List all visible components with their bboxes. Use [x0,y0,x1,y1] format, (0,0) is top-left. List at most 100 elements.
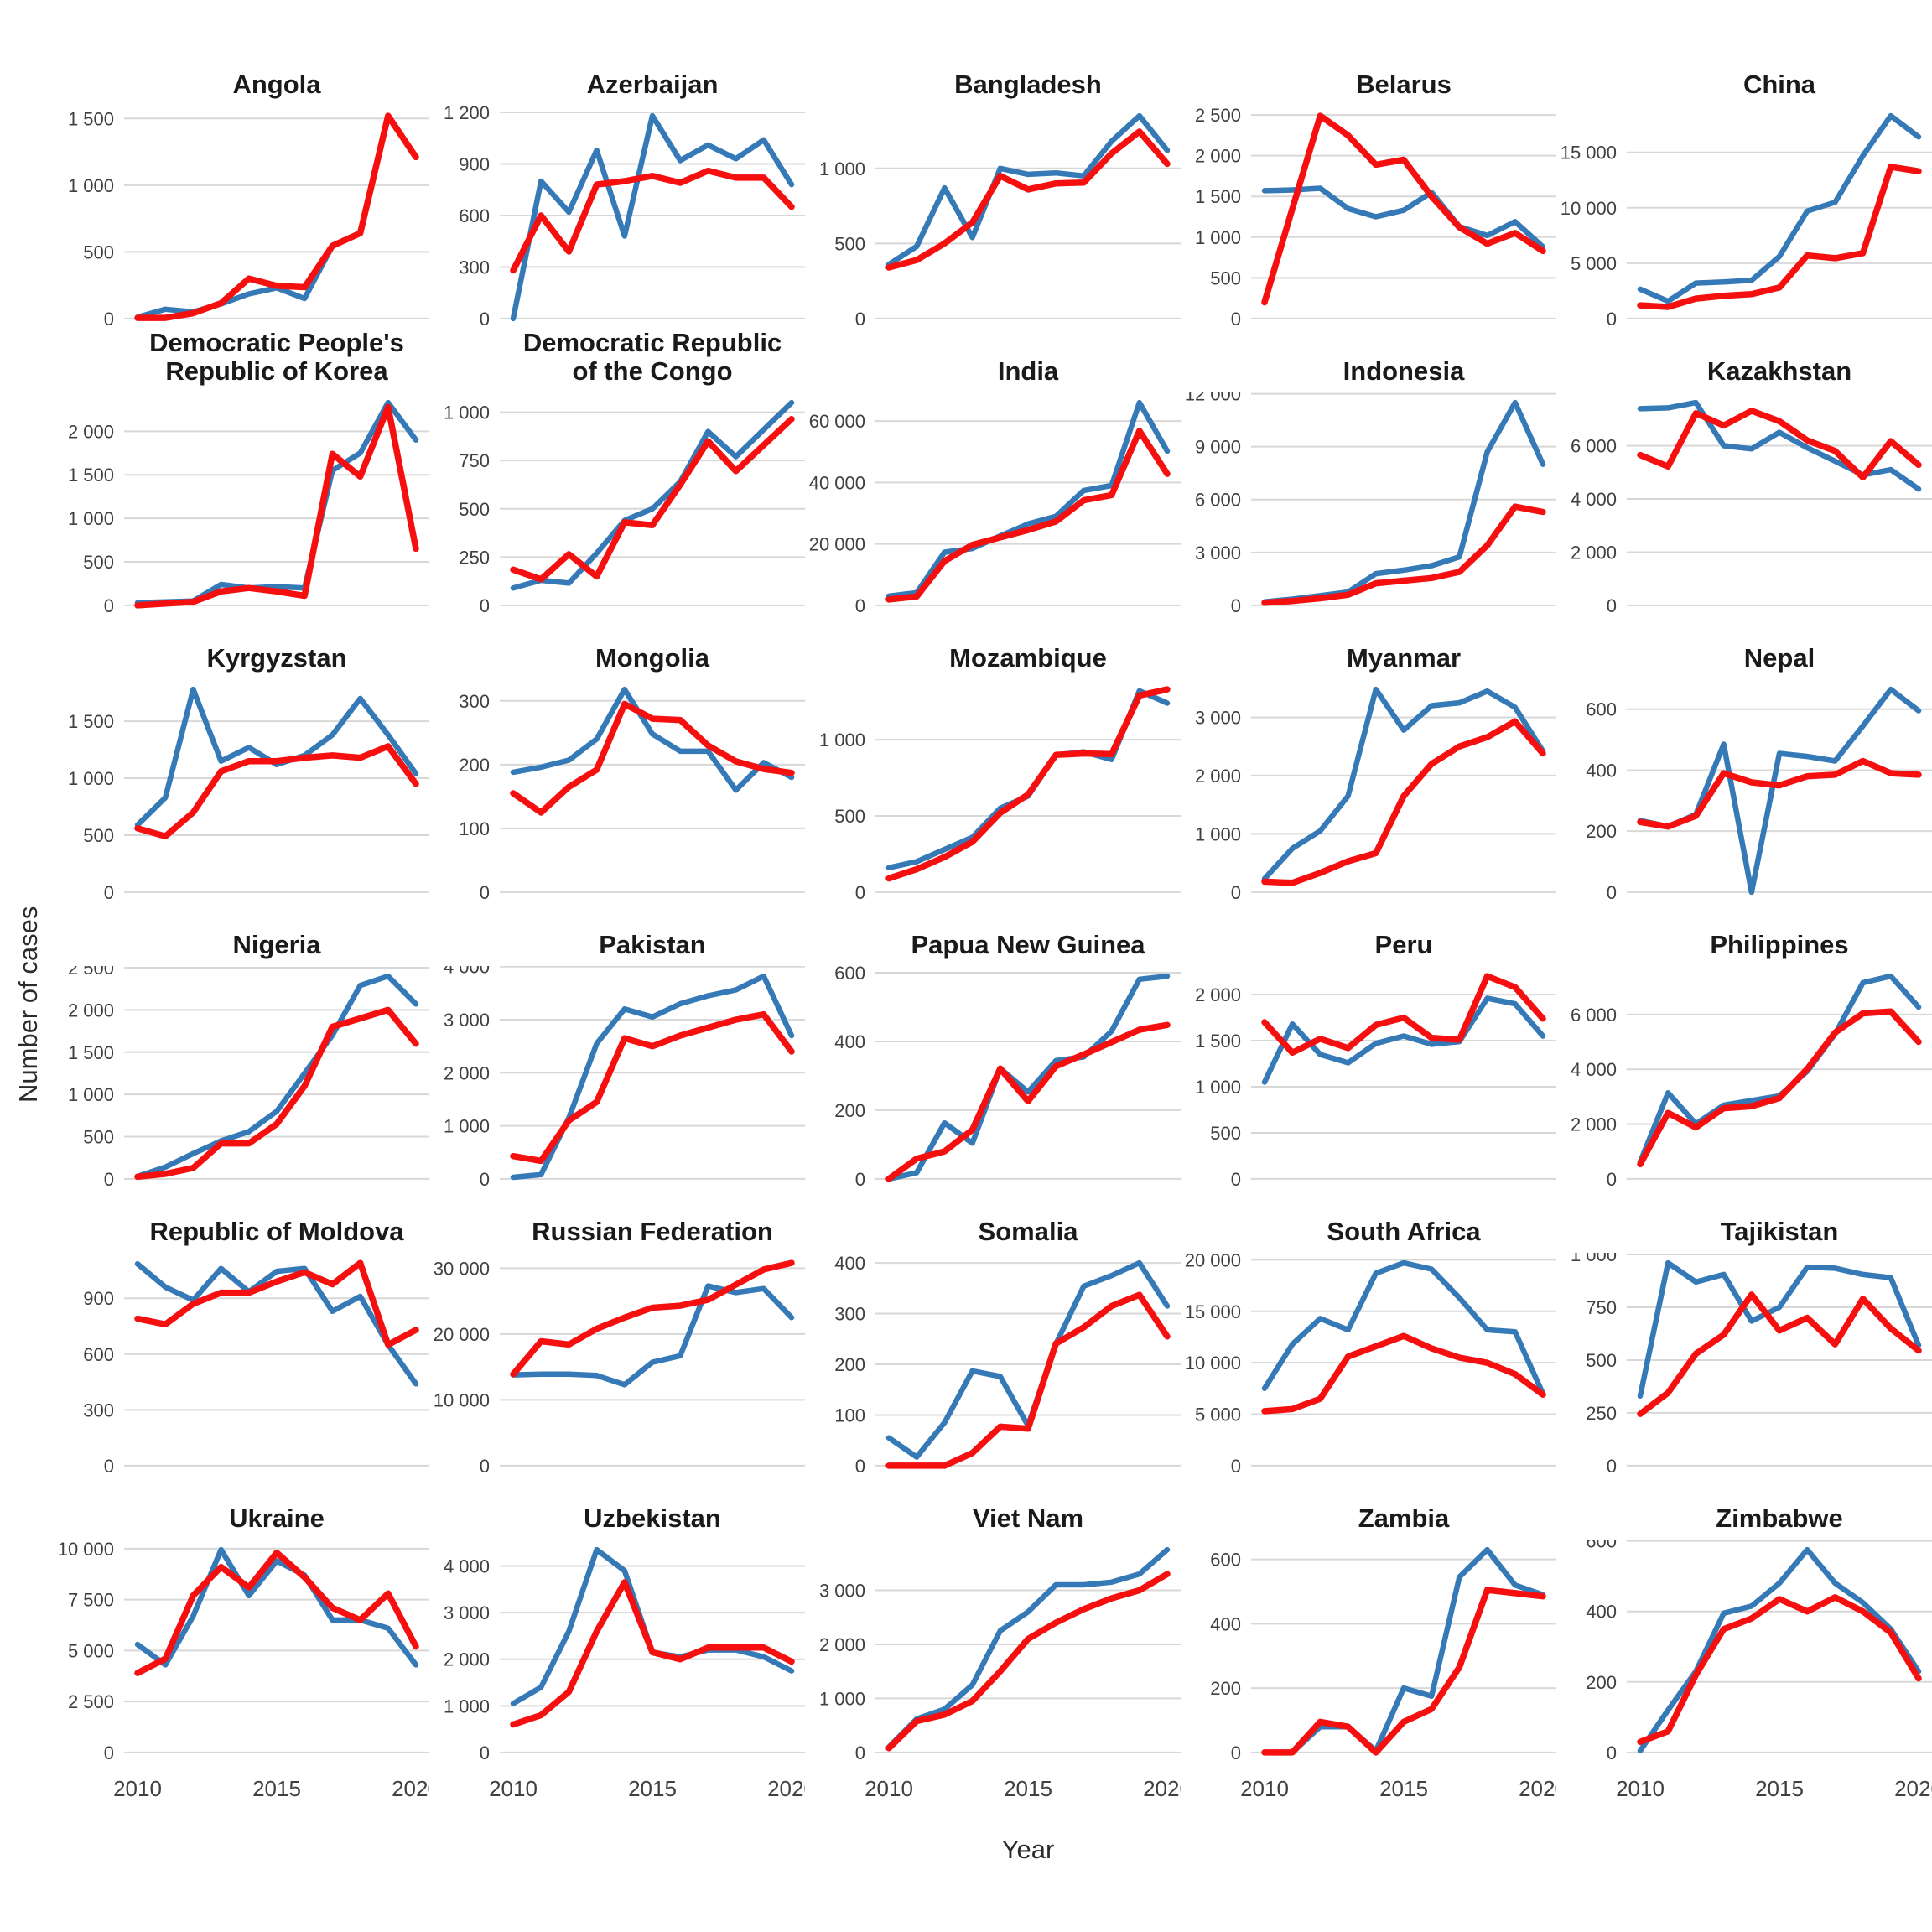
y-tick-label: 4 000 [444,966,490,978]
y-tick-label: 6 000 [1195,490,1241,511]
y-tick-label: 1 200 [444,106,490,123]
series_red-line [134,1259,419,1348]
panel-plot-zambia: 0 200 400 600 2010 2015 2020 [1210,1546,1556,1801]
y-tick-label: 200 [1586,1672,1617,1693]
series_blue-line [886,688,1171,871]
panel-viet-nam: Viet Nam 0 1 000 2 000 3 000 2010 2015 2020 [805,1476,1181,1803]
y-tick-label: 1 000 [1195,227,1241,248]
panel-title-indonesia: Indonesia [1343,356,1465,386]
series_blue-line [134,1546,419,1668]
series_blue-line [886,112,1171,267]
y-tick-label: 0 [480,882,490,902]
series_red-line [134,403,419,609]
y-tick-label: 4 000 [1571,489,1617,510]
y-tick-label: 2 000 [819,1634,865,1655]
y-tick-label: 0 [855,1456,865,1476]
y-tick-label: 2 000 [1195,146,1241,167]
y-tick-label: 1 000 [819,158,865,179]
panel-plot-indonesia: 0 3 000 6 000 9 000 12 000 [1185,392,1556,615]
panel-title-china: China [1742,69,1816,99]
y-tick-label: 12 000 [1185,392,1241,405]
panel-plot-papua-new-guinea: 0 200 400 600 [834,966,1181,1189]
small-multiples-grid: Angola 0 500 1 000 1 500 Azerbaijan 0 300 600 900… [54,42,1932,1803]
y-tick-label: 200 [1586,821,1617,842]
series_red-line [1637,1594,1922,1746]
y-tick-label: 1 500 [68,465,114,486]
y-tick-label: 2 000 [68,1000,114,1021]
y-tick-label: 0 [855,595,865,615]
series_blue-line [134,399,419,606]
panel-title-mozambique: Mozambique [949,642,1107,673]
y-tick-label: 10 000 [1185,1353,1241,1374]
y-tick-label: 0 [104,1742,114,1763]
y-tick-label: 20 000 [809,534,865,555]
series_blue-line [510,399,795,591]
series_red-line [1261,718,1546,886]
panel-title-peru: Peru [1374,929,1433,959]
y-tick-label: 0 [1231,595,1241,615]
panel-plot-peru: 0 500 1 000 1 500 2 000 [1195,973,1556,1189]
y-tick-label: 2 000 [68,421,114,442]
series_red-line [134,743,419,840]
y-tick-label: 100 [834,1405,865,1426]
panel-title-philippines: Philippines [1710,929,1849,959]
panel-plot-myanmar: 0 1 000 2 000 3 000 [1195,686,1556,902]
y-tick-label: 6 000 [1571,436,1617,457]
y-tick-label: 20 000 [434,1324,490,1345]
y-tick-label: 0 [855,1742,865,1763]
panel-plot-china: 0 5 000 10 000 15 000 [1561,112,1932,329]
x-tick-label: 2010 [865,1776,913,1801]
y-tick-label: 30 000 [434,1258,490,1279]
panel-plot-pakistan: 0 1 000 2 000 3 000 4 000 [444,966,805,1189]
y-tick-label: 1 000 [819,730,865,750]
y-tick-label: 7 500 [68,1590,114,1611]
series_red-line [1637,164,1922,310]
y-tick-label: 200 [1210,1678,1241,1699]
y-tick-label: 1 500 [1195,186,1241,207]
series_red-line [886,686,1171,882]
x-tick-label: 2020 [1519,1776,1556,1801]
y-tick-label: 500 [83,1127,114,1148]
series_red-line [886,1021,1171,1182]
y-tick-label: 3 000 [1195,707,1241,728]
series_blue-line [1637,1259,1922,1400]
y-tick-label: 9 000 [1195,437,1241,458]
panel-plot-nepal: 0 200 400 600 [1586,686,1932,902]
panel-title-viet-nam: Viet Nam [972,1503,1084,1533]
panel-myanmar: Myanmar 0 1 000 2 000 3 000 [1181,615,1556,902]
panel-indonesia: Indonesia 0 3 000 6 000 9 000 12 000 [1181,329,1556,615]
panel-plot-uzbekistan: 0 1 000 2 000 3 000 4 000 2010 2015 2020 [444,1546,805,1801]
panel-title-south-africa: South Africa [1327,1216,1481,1246]
x-axis-label: Year [1001,1835,1055,1864]
y-tick-label: 1 500 [68,108,114,129]
panel-title-belarus: Belarus [1356,69,1452,99]
y-tick-label: 20 000 [1185,1253,1241,1270]
y-tick-label: 0 [855,882,865,902]
y-tick-label: 1 000 [68,175,114,196]
x-tick-label: 2020 [767,1776,805,1801]
series_blue-line [134,1260,419,1387]
y-tick-label: 0 [1231,882,1241,902]
series_red-line [886,1571,1171,1752]
series_blue-line [510,973,795,1181]
y-tick-label: 2 000 [1195,984,1241,1005]
series_red-line [134,112,419,321]
series_blue-line [1637,686,1922,896]
y-tick-label: 500 [1586,1350,1617,1371]
panel-russian-federation: Russian Federation 0 10 000 20 000 30 000 [429,1189,805,1476]
y-tick-label: 1 500 [68,711,114,732]
panel-democratic-republic-of-the-congo: Democratic Republic of the Congo 0 250 500 7… [429,328,805,615]
y-tick-label: 6 000 [1571,1005,1617,1026]
y-tick-label: 0 [480,1742,490,1763]
y-tick-label: 0 [1231,1742,1241,1763]
panel-plot-bangladesh: 0 500 1 000 [819,112,1181,329]
panel-papua-new-guinea: Papua New Guinea 0 200 400 600 [805,902,1181,1189]
y-tick-label: 2 000 [444,1649,490,1670]
y-tick-label: 600 [1586,699,1617,720]
panel-ukraine: Ukraine 0 2 500 5 000 7 500 10 000 2010 2015 202… [54,1476,429,1803]
panel-south-africa: South Africa 0 5 000 10 000 15 000 20 000 [1181,1189,1556,1476]
y-tick-label: 300 [459,257,490,278]
series_blue-line [510,1283,795,1388]
panel-title-kyrgyzstan: Kyrgyzstan [206,642,347,673]
series_blue-line [1261,686,1546,882]
